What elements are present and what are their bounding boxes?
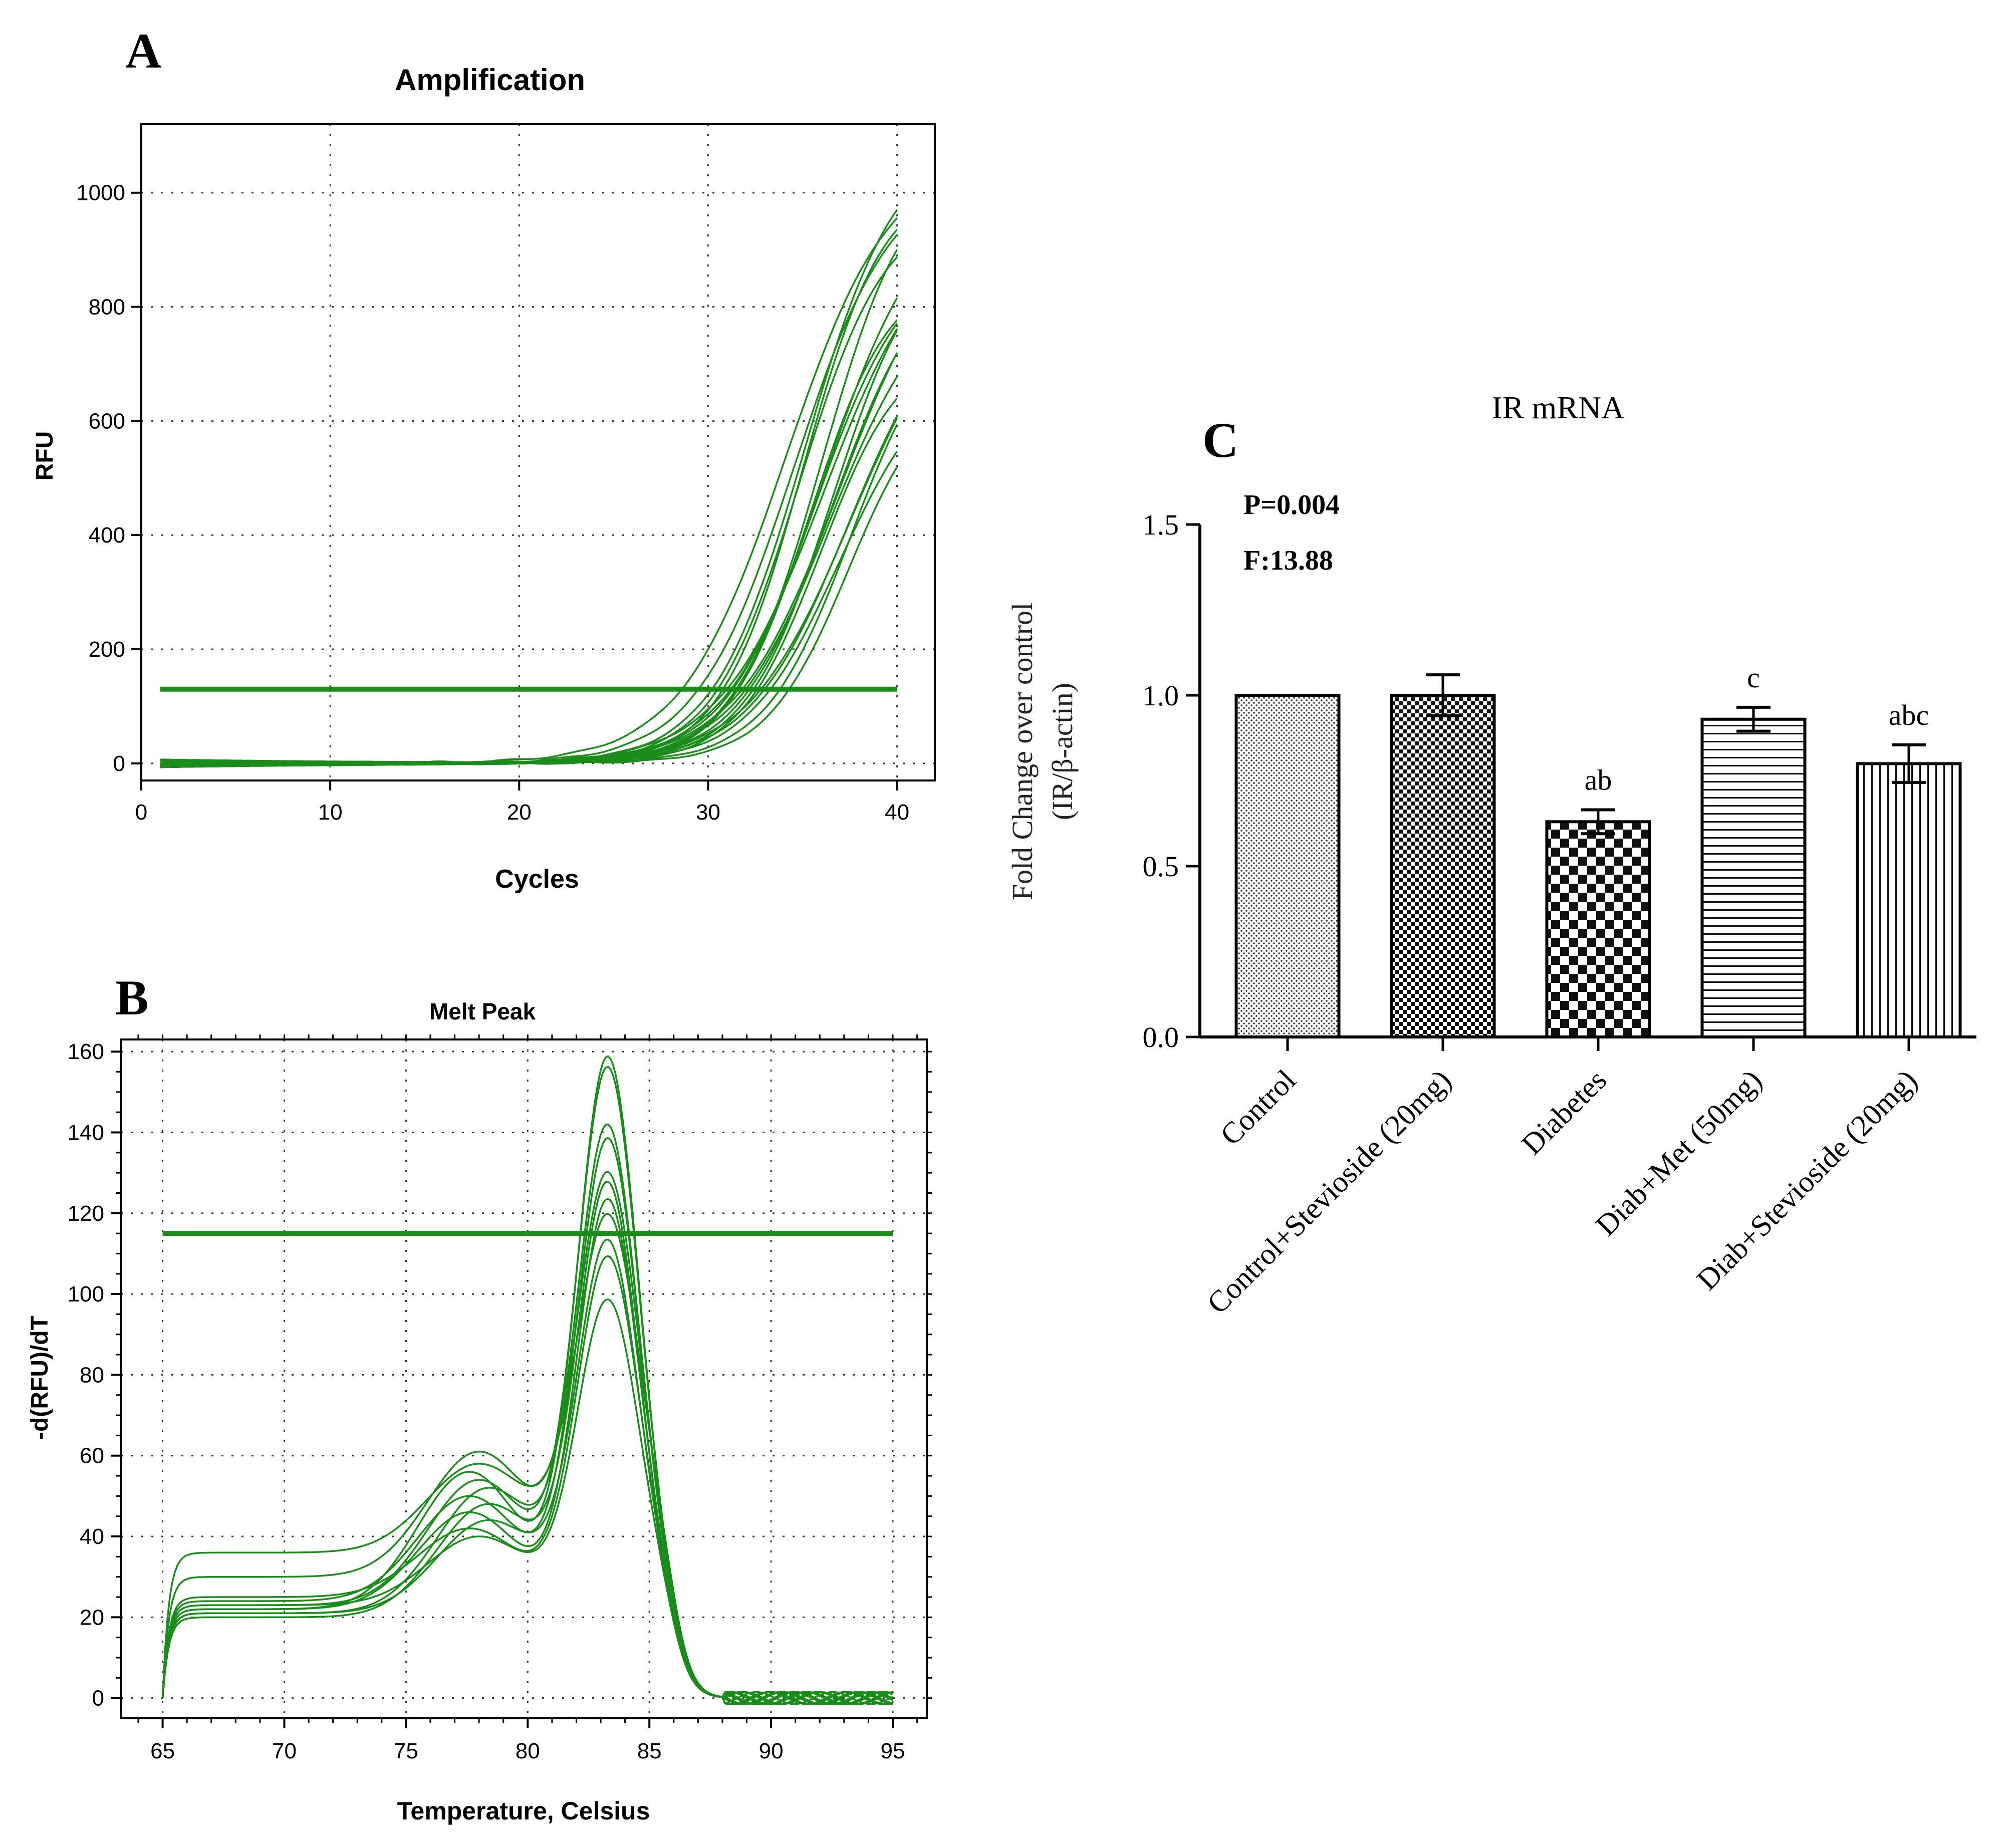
melt-peak-axes: 65 70 75 80 85 90 95 0 20 40 60 80 100 120 140 160 [68,1034,932,1763]
melt-peak-x-tick-label: 70 [272,1739,297,1763]
ir-mrna-bar [1545,820,1651,1038]
melt-peak-x-tick-label: 80 [516,1739,540,1763]
p-value-text: P=0.004 [1243,489,1340,520]
amplification-y-label: RFU [32,431,58,481]
amplification-panel: A Amplification 0 10 20 30 40020040060080010… [32,23,936,894]
melt-peak-y-tick-label: 20 [80,1605,104,1630]
f-value-text: F:13.88 [1243,545,1333,576]
melt-peak-y-tick-label: 100 [68,1282,104,1306]
category-label: Diab+Met (50mg) [1589,1064,1768,1242]
amplification-x-tick-label: 40 [885,800,909,825]
amplification-x-tick-label: 20 [507,800,532,825]
melt-peak-panel: B Melt Peak 65 70 75 80 85 90 95 0 20 40 60 80 100 12… [27,970,932,1825]
amplification-y-tick-label: 1000 [76,181,125,205]
amplification-grid [141,124,935,780]
melt-peak-y-tick-label: 60 [80,1444,104,1468]
amplification-x-tick-label: 30 [696,800,720,825]
amplification-frame [140,123,936,781]
amplification-curve-well-17 [160,415,898,768]
amplification-curve-well-10 [160,319,898,768]
amplification-curve-well-18 [160,451,898,768]
ir-mrna-bar [1234,694,1341,1038]
category-label: Control [1214,1064,1302,1152]
ir-mrna-y-tick-label: 0.0 [1143,1021,1179,1054]
amplification-curve-well-16 [160,417,898,768]
ir-mrna-y-tick-label: 1.0 [1143,679,1179,712]
amplification-curve-well-8 [160,323,898,768]
amplification-curve-well-20 [160,466,898,768]
amplification-curve-well-5 [160,228,898,768]
melt-peak-title: Melt Peak [429,998,536,1024]
melt-peak-y-tick-label: 160 [68,1039,104,1064]
amplification-y-tick-label: 0 [113,751,125,776]
amplification-y-tick-label: 800 [89,295,125,320]
amplification-y-tick-label: 400 [89,523,125,548]
melt-peak-frame [120,1038,928,1719]
amplification-x-label: Cycles [495,865,579,894]
melt-peak-curves [161,1055,893,1705]
panel-c-label: C [1202,412,1238,468]
amplification-curves [160,209,898,768]
significance-label: c [1747,661,1760,694]
ir-mrna-title: IR mRNA [1492,390,1625,425]
category-label: Diabetes [1515,1064,1613,1161]
amplification-title: Amplification [395,63,585,97]
melt-peak-curve-well-8 [161,1213,893,1705]
amplification-curve-well-14 [160,330,898,767]
ir-mrna-y-tick-label: 1.5 [1143,508,1179,541]
significance-label: ab [1585,763,1612,796]
melt-peak-x-tick-label: 85 [637,1739,662,1763]
amplification-x-tick-label: 10 [318,800,343,825]
amplification-y-tick-label: 600 [89,409,125,433]
panel-b-label: B [115,970,149,1025]
amplification-curve-well-11 [160,352,898,768]
ir-mrna-bar [1390,694,1496,1038]
melt-peak-y-tick-label: 140 [68,1121,104,1145]
melt-peak-y-tick-label: 40 [80,1524,104,1549]
melt-peak-grid [121,1039,927,1718]
melt-peak-y-tick-label: 0 [92,1686,104,1711]
category-label: Control+Stevioside (20mg) [1201,1064,1458,1321]
melt-peak-y-label: -d(RFU)/dT [27,1316,53,1440]
ir-mrna-panel: C IR mRNA P=0.004 F:13.88 Fold Change ov… [1006,390,1976,1320]
melt-peak-x-tick-label: 65 [150,1739,175,1763]
melt-peak-curve-well-9 [161,1238,893,1705]
melt-peak-y-tick-label: 120 [68,1201,104,1226]
ir-mrna-y-label-line2: (IR/β-actin) [1046,683,1079,820]
melt-peak-y-tick-label: 80 [80,1363,104,1387]
melt-peak-x-tick-label: 95 [881,1739,905,1763]
melt-peak-x-tick-label: 90 [759,1739,784,1763]
amplification-x-tick-label: 0 [135,800,147,825]
melt-peak-x-label: Temperature, Celsius [397,1797,650,1825]
ir-mrna-bar [1856,762,1962,1038]
melt-peak-curve-well-11 [161,1298,893,1705]
significance-label: abc [1889,699,1929,731]
melt-peak-curve-well-10 [161,1255,893,1705]
ir-mrna-bar [1700,717,1807,1038]
amplification-curve-well-7 [160,297,898,768]
ir-mrna-y-label-line1: Fold Change over control [1006,603,1039,900]
amplification-curve-well-6 [160,328,898,768]
amplification-y-tick-label: 200 [89,637,125,662]
amplification-curve-well-13 [160,353,898,768]
amplification-curve-well-19 [160,424,898,767]
amplification-curve-well-1 [160,217,898,768]
panel-a-label: A [125,23,161,79]
melt-peak-x-tick-label: 75 [394,1739,418,1763]
ir-mrna-y-tick-label: 0.5 [1143,850,1179,883]
amplification-curve-well-12 [160,376,898,768]
